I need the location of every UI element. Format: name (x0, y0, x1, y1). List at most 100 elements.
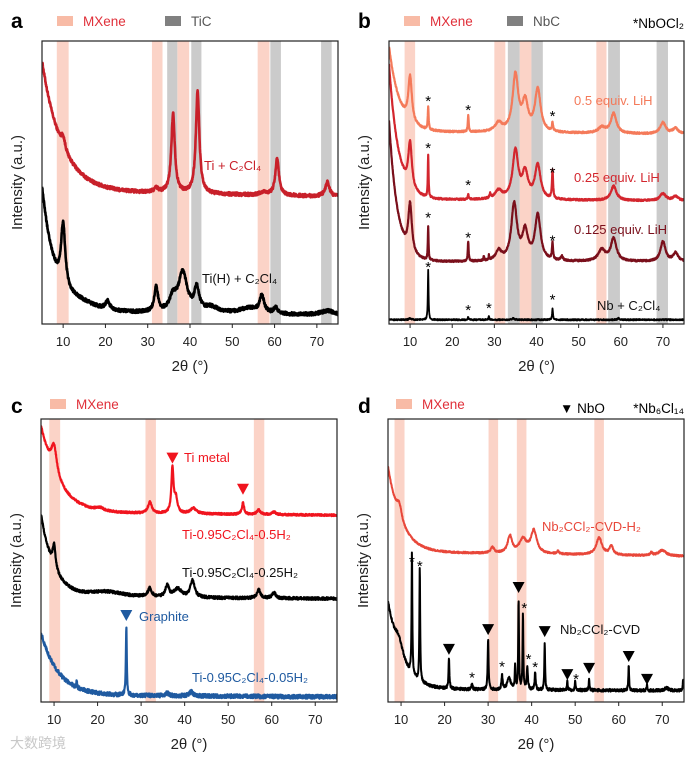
x-tick-label: 20 (445, 334, 459, 349)
series-line (389, 120, 684, 264)
series-label: Ti(H) + C₂Cl₄ (202, 271, 277, 286)
series-line (388, 465, 684, 558)
legend-label: NbC (533, 14, 560, 29)
triangle-marker (583, 662, 596, 674)
x-tick-label: 40 (183, 334, 197, 349)
band-mxene (145, 419, 156, 702)
panel-letter: b (358, 10, 371, 33)
star-marker: * (550, 232, 556, 249)
band-mxene (151, 41, 163, 324)
x-tick-label: 40 (524, 712, 538, 727)
band-mxene (177, 41, 190, 324)
series-line (389, 268, 684, 322)
band-mxene (56, 41, 69, 324)
y-axis-label: Intensity (a.u.) (8, 513, 25, 608)
legend-label: MXene (430, 14, 473, 29)
star-marker: * (550, 108, 556, 125)
star-marker: * (550, 164, 556, 181)
legend-star-note: *Nb₆Cl₁₄ (633, 401, 684, 416)
legend-swatch-mxene (396, 399, 412, 409)
x-tick-label: 50 (225, 334, 239, 349)
x-tick-label: 50 (571, 334, 585, 349)
legend-nbo-marker: ▼ NbO (560, 401, 605, 416)
band-tic (270, 41, 281, 324)
band-mxene (516, 419, 527, 702)
star-marker: * (486, 300, 492, 317)
x-tick-label: 20 (437, 712, 451, 727)
x-tick-label: 60 (611, 712, 625, 727)
x-tick-label: 10 (394, 712, 408, 727)
watermark: 大数跨境 (10, 735, 66, 751)
annotation-label: Graphite (139, 609, 189, 624)
star-marker: * (425, 93, 431, 110)
y-axis-label: Intensity (a.u.) (356, 135, 373, 230)
x-tick-label: 30 (134, 712, 148, 727)
panel-letter: d (358, 395, 371, 418)
band-nbc (656, 41, 668, 324)
legend-swatch-tic (165, 16, 181, 26)
triangle-marker (538, 626, 551, 638)
series-line (389, 63, 684, 203)
x-tick-label: 20 (90, 712, 104, 727)
series-label: Nb₂CCl₂-CVD-H₂ (542, 519, 641, 534)
x-tick-label: 70 (310, 334, 324, 349)
band-mxene (494, 41, 506, 324)
triangle-marker (641, 673, 653, 685)
star-marker: * (425, 140, 431, 157)
star-marker: * (465, 102, 471, 119)
star-marker: * (425, 210, 431, 227)
series-label: Ti-0.95C₂Cl₄-0.5H₂ (182, 527, 291, 542)
series-label: Ti-0.95C₂Cl₄-0.05H₂ (192, 670, 308, 685)
band-tic (191, 41, 202, 324)
series-line (42, 186, 338, 317)
triangle-marker (482, 624, 495, 636)
series-label: Nb₂CCl₂-CVD (560, 622, 640, 637)
band-mxene (49, 419, 61, 702)
legend-swatch-nbc (507, 16, 523, 26)
y-axis-label: Intensity (a.u.) (355, 513, 372, 608)
legend-star-note: *NbOCl₂ (633, 16, 684, 31)
series-label: 0.5 equiv. LiH (574, 93, 653, 108)
star-marker: * (550, 292, 556, 309)
legend-label: MXene (83, 14, 126, 29)
band-mxene (404, 41, 416, 324)
band-nbc (608, 41, 620, 324)
star-marker: * (469, 670, 475, 687)
x-axis-label: 2θ (°) (518, 736, 555, 753)
x-tick-label: 70 (656, 334, 670, 349)
series-label: Nb + C₂Cl₄ (597, 298, 660, 313)
series-line (42, 61, 338, 199)
annotation-label: Ti metal (184, 450, 230, 465)
plot-frame (387, 418, 685, 703)
x-tick-label: 70 (308, 712, 322, 727)
legend-swatch-mxene (404, 16, 420, 26)
band-mxene (257, 41, 270, 324)
triangle-marker (561, 669, 574, 681)
star-marker: * (499, 658, 505, 675)
panel-b: b MXene NbC *NbOCl₂ 0.5 equiv. LiH 0.25 equiv… (356, 10, 685, 375)
band-nbc (531, 41, 543, 324)
x-tick-label: 30 (487, 334, 501, 349)
series-line (41, 626, 337, 700)
series-line (41, 514, 337, 602)
x-tick-label: 10 (47, 712, 61, 727)
series-line (388, 551, 684, 693)
series-line (389, 46, 684, 136)
panel-letter: a (11, 10, 23, 33)
band-nbc (507, 41, 520, 324)
panel-d: d MXene ▼ NbO *Nb₆Cl₁₄ Nb₂CCl₂-CVD-H₂ Nb₂CCl₂… (355, 395, 685, 753)
x-tick-label: 30 (140, 334, 154, 349)
star-marker: * (465, 177, 471, 194)
star-marker: * (425, 259, 431, 276)
series-label: 0.125 equiv. LiH (574, 222, 667, 237)
x-tick-label: 50 (221, 712, 235, 727)
x-tick-label: 40 (177, 712, 191, 727)
triangle-marker (622, 651, 635, 663)
x-tick-label: 40 (529, 334, 543, 349)
series-label: 0.25 equiv. LiH (574, 170, 660, 185)
star-marker: * (573, 671, 579, 688)
x-axis-label: 2θ (°) (518, 358, 555, 375)
x-tick-label: 50 (568, 712, 582, 727)
star-marker: * (521, 600, 527, 617)
